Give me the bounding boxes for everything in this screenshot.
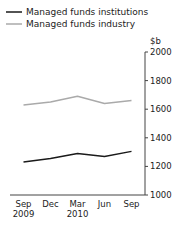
y-tick-label: 1000	[150, 190, 172, 200]
series-line	[24, 151, 132, 162]
y-tick	[145, 195, 148, 196]
y-tick	[145, 109, 148, 110]
legend-swatch	[6, 23, 22, 25]
legend-label: Managed funds institutions	[26, 7, 149, 17]
chart-container: Managed funds institutions Managed funds …	[0, 0, 181, 231]
plot-area	[24, 96, 132, 162]
legend-label: Managed funds industry	[26, 19, 136, 29]
x-tick-label: Sep	[123, 199, 139, 209]
x-tick-label: Mar2010	[67, 199, 89, 219]
y-tick	[145, 166, 148, 167]
x-tick-label: Sep2009	[13, 199, 35, 219]
legend: Managed funds institutions Managed funds …	[6, 7, 149, 29]
x-axis-line	[10, 195, 145, 196]
y-axis-line	[145, 52, 146, 195]
y-tick-label: 1800	[150, 76, 172, 86]
chart: Managed funds institutions Managed funds …	[0, 0, 181, 231]
series-line	[24, 96, 132, 105]
y-tick-label: 1200	[150, 161, 172, 171]
x-tick-label: Dec	[42, 199, 59, 209]
x-tick-label: Jun	[97, 199, 111, 209]
y-tick	[145, 52, 148, 53]
y-tick-label: 1600	[150, 104, 172, 114]
y-tick-label: 2000	[150, 47, 172, 57]
y-tick	[145, 80, 148, 81]
y-axis-label: $b	[150, 36, 161, 46]
legend-swatch	[6, 11, 22, 13]
y-tick-label: 1400	[150, 133, 172, 143]
y-tick	[145, 137, 148, 138]
